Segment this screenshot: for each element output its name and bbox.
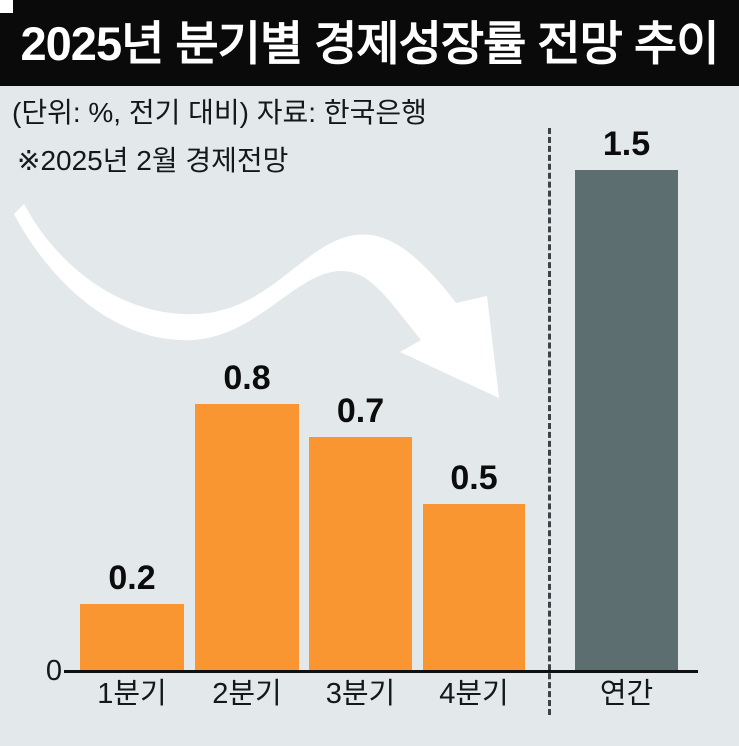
unit-source-line: (단위: %, 전기 대비) 자료: 한국은행: [12, 97, 427, 128]
value-label-연간: 1.5: [602, 125, 651, 163]
category-label-4분기: 4분기: [439, 678, 509, 710]
value-label-2분기: 0.8: [223, 359, 271, 397]
bar-2분기: [195, 404, 299, 671]
bar-3분기: [309, 437, 412, 671]
value-label-1분기: 0.2: [108, 559, 156, 597]
page-title: 2025년 분기별 경제성장률 전망 추이: [20, 16, 720, 70]
axis-zero-label: 0: [45, 655, 62, 687]
category-label-3분기: 3분기: [325, 678, 396, 710]
forecast-note: ※2025년 2월 경제전망: [17, 145, 289, 176]
bar-1분기: [80, 604, 184, 671]
category-label-연간: 연간: [599, 678, 654, 710]
value-label-3분기: 0.7: [336, 392, 385, 430]
annual-separator-dashed-line: [548, 128, 551, 715]
x-axis-line: [64, 670, 698, 673]
bar-4분기: [423, 504, 525, 671]
header-bar: 2025년 분기별 경제성장률 전망 추이: [0, 0, 739, 86]
corner-notch: [0, 0, 13, 13]
category-label-1분기: 1분기: [97, 678, 167, 710]
category-label-2분기: 2분기: [212, 678, 282, 710]
bar-연간: [575, 170, 678, 671]
value-label-4분기: 0.5: [450, 459, 498, 497]
